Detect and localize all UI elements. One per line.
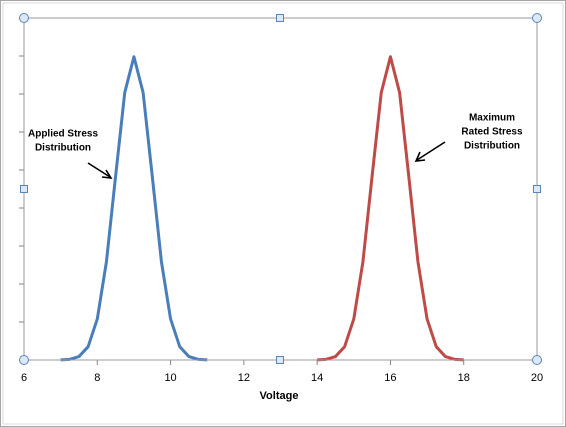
series-line: [317, 55, 464, 362]
annotation: Maximum: [469, 113, 515, 124]
annotation: Applied Stress: [28, 129, 98, 140]
annotation-arrows: [87, 141, 446, 179]
x-tick-label: 6: [21, 372, 27, 384]
x-tick-label: 10: [164, 372, 176, 384]
handle[interactable]: [533, 185, 541, 193]
handle[interactable]: [20, 185, 28, 193]
annotation: Distribution: [464, 141, 520, 152]
handle[interactable]: [276, 14, 284, 22]
series-line: [60, 55, 208, 362]
x-axis-label: Voltage: [260, 390, 299, 402]
annotation: Rated Stress: [461, 127, 523, 138]
annotation: Distribution: [35, 143, 91, 154]
handle[interactable]: [532, 13, 542, 23]
x-tick-label: 12: [238, 372, 250, 384]
x-tick-label: 8: [94, 372, 100, 384]
x-tick-label: 20: [531, 372, 543, 384]
selection-handles: [19, 13, 542, 365]
handle[interactable]: [19, 13, 29, 23]
handle[interactable]: [532, 355, 542, 365]
x-tick-label: 14: [311, 372, 323, 384]
handle[interactable]: [276, 356, 284, 364]
x-tick-label: 16: [384, 372, 396, 384]
handle[interactable]: [19, 355, 29, 365]
x-tick-label: 18: [458, 372, 470, 384]
